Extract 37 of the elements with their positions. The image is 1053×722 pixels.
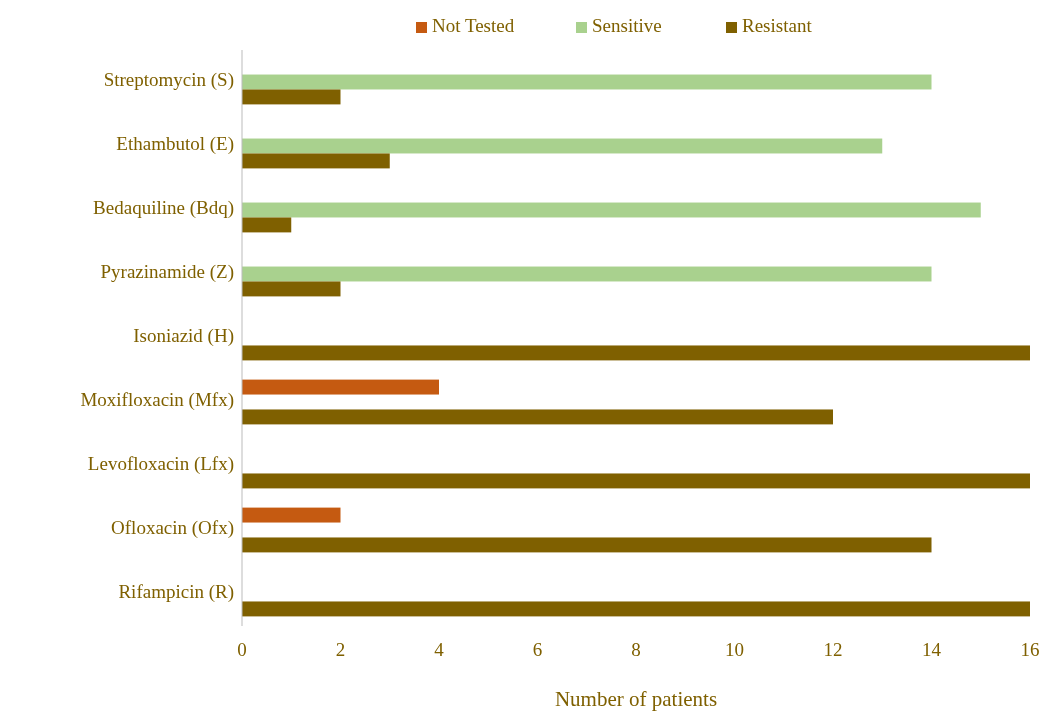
bar xyxy=(242,601,1030,617)
bar xyxy=(242,153,390,169)
x-tick-label: 16 xyxy=(1020,639,1040,660)
legend-label: Sensitive xyxy=(592,15,662,37)
legend-label: Resistant xyxy=(742,15,813,37)
bar xyxy=(242,138,883,154)
x-tick-label: 14 xyxy=(922,639,942,660)
legend-label: Not Tested xyxy=(432,15,515,37)
y-tick-label: Isoniazid (H) xyxy=(133,325,234,348)
y-tick-label: Levofloxacin (Lfx) xyxy=(87,453,234,476)
bar xyxy=(242,74,932,90)
y-tick-label: Moxifloxacin (Mfx) xyxy=(80,389,234,412)
x-tick-label: 2 xyxy=(335,639,346,660)
y-tick-label: Pyrazinamide (Z) xyxy=(100,261,234,284)
y-tick-label: Bedaquiline (Bdq) xyxy=(93,197,234,220)
bar xyxy=(242,537,932,553)
y-tick-label: Ofloxacin (Ofx) xyxy=(111,517,234,540)
bar xyxy=(242,473,1030,489)
bar xyxy=(242,89,341,105)
y-tick-label: Rifampicin (R) xyxy=(118,581,234,604)
bar xyxy=(242,409,833,425)
bar xyxy=(242,507,341,523)
bar xyxy=(242,379,439,395)
x-tick-label: 0 xyxy=(237,639,247,660)
bar xyxy=(242,345,1030,361)
x-tick-label: 10 xyxy=(725,639,744,660)
x-tick-label: 12 xyxy=(823,639,843,660)
x-tick-label: 8 xyxy=(631,639,641,660)
bar xyxy=(242,266,932,282)
x-tick-label: 4 xyxy=(434,639,445,660)
bar xyxy=(242,281,341,297)
x-axis-title: Number of patients xyxy=(554,687,718,711)
y-tick-label: Ethambutol (E) xyxy=(116,133,234,156)
y-tick-label: Streptomycin (S) xyxy=(103,69,234,92)
x-tick-label: 6 xyxy=(532,639,543,660)
bar xyxy=(242,202,981,218)
bar xyxy=(242,217,292,233)
